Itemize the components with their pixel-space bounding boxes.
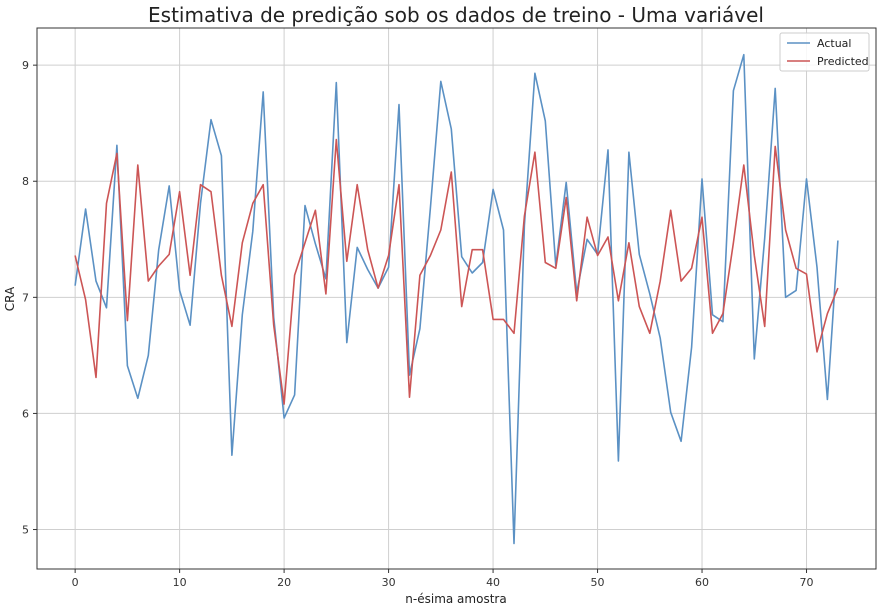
x-tick-label: 10 xyxy=(173,576,187,589)
x-tick-label: 40 xyxy=(486,576,500,589)
legend: Actual Predicted xyxy=(779,32,870,72)
x-tick-label: 50 xyxy=(591,576,605,589)
series-line-actual xyxy=(74,53,839,545)
ticks: 0 10 20 30 40 50 60 70 5 6 7 8 9 xyxy=(22,59,814,589)
x-tick-label: 0 xyxy=(72,576,79,589)
x-axis-label: n-ésima amostra xyxy=(405,592,506,606)
plot-area-frame xyxy=(36,27,877,570)
series-lines xyxy=(74,53,839,545)
y-tick-label: 6 xyxy=(22,407,29,420)
chart-title: Estimativa de predição sob os dados de t… xyxy=(148,3,764,27)
x-tick-label: 60 xyxy=(695,576,709,589)
y-tick-label: 9 xyxy=(22,59,29,72)
x-tick-label: 30 xyxy=(382,576,396,589)
grid xyxy=(37,28,876,569)
x-tick-label: 70 xyxy=(800,576,814,589)
legend-label-predicted: Predicted xyxy=(817,55,869,68)
legend-label-actual: Actual xyxy=(817,37,851,50)
y-tick-label: 8 xyxy=(22,175,29,188)
x-tick-label: 20 xyxy=(277,576,291,589)
series-line-predicted xyxy=(74,138,839,405)
y-axis-label: CRA xyxy=(3,286,17,311)
y-tick-label: 7 xyxy=(22,291,29,304)
y-tick-label: 5 xyxy=(22,524,29,537)
